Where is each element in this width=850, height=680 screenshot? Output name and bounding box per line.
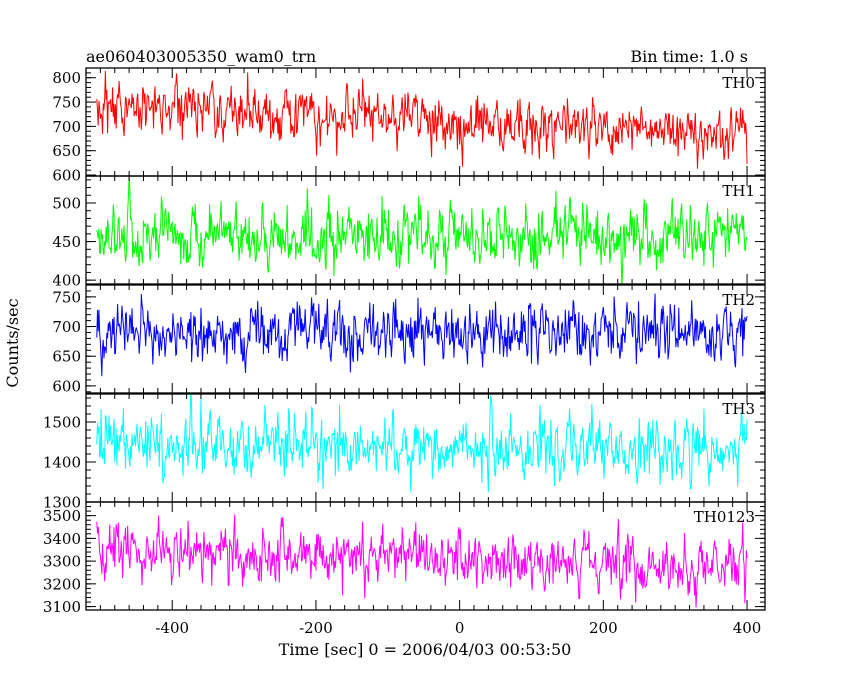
y-tick-label: 700 (52, 118, 81, 136)
y-tick-label: 600 (52, 377, 81, 395)
y-tick-label: 3100 (43, 598, 81, 616)
y-tick-label: 750 (52, 288, 81, 306)
y-tick-label: 700 (52, 318, 81, 336)
x-tick-label: -200 (299, 619, 333, 637)
y-tick-label: 650 (52, 142, 81, 160)
y-tick-label: 800 (52, 69, 81, 87)
y-tick-label: 1400 (43, 454, 81, 472)
x-tick-label: 400 (733, 619, 762, 637)
panel-th2: 600 650 700 750 TH2 (52, 284, 766, 395)
y-tick-label: 600 (52, 167, 81, 185)
panel-label-th3: TH3 (722, 400, 755, 418)
y-tick-label: 400 (52, 272, 81, 290)
panel-stack: 600 650 700 750 800 TH0 400 450 500 TH1 600 650 700 7… (43, 67, 766, 616)
x-tick-label: 200 (589, 619, 618, 637)
panel-label-th1: TH1 (722, 182, 755, 200)
panel-frame (85, 501, 766, 611)
y-tick-label: 1300 (43, 494, 81, 512)
panel-label-th0: TH0 (722, 74, 755, 92)
panel-frame (85, 284, 766, 394)
series-th1-trace (96, 176, 748, 284)
panel-th0123: 3100 3200 3300 3400 3500 TH0123 (43, 501, 766, 616)
y-tick-label: 3200 (43, 575, 81, 593)
panel-frame (85, 175, 766, 285)
bin-time-label: Bin time: 1.0 s (630, 47, 748, 66)
x-tick-label: 0 (455, 619, 465, 637)
panel-label-th2: TH2 (722, 291, 755, 309)
y-tick-label: 500 (52, 195, 81, 213)
panel-th3: 1300 1400 1500 TH3 (43, 393, 766, 512)
y-tick-label: 750 (52, 94, 81, 112)
y-axis-label: Counts/sec (3, 298, 22, 387)
y-tick-label: 450 (52, 233, 81, 251)
chart-title: ae060403005350_wam0_trn (86, 47, 316, 66)
panel-label-th0123: TH0123 (694, 508, 755, 526)
x-tick-label: -400 (155, 619, 189, 637)
series-th0-trace (96, 70, 748, 169)
y-tick-label: 3300 (43, 553, 81, 571)
x-axis: -400 -200 0 200 400 (155, 619, 761, 637)
x-axis-label: Time [sec] 0 = 2006/04/03 00:53:50 (279, 640, 572, 659)
panel-frame (85, 393, 766, 503)
y-tick-label: 3400 (43, 530, 81, 548)
series-th0123-trace (96, 514, 748, 608)
y-tick-label: 1500 (43, 414, 81, 432)
y-tick-label: 650 (52, 348, 81, 366)
panel-frame (85, 67, 766, 177)
panel-th1: 400 450 500 TH1 (52, 175, 766, 290)
series-th2-trace (96, 293, 748, 377)
y-tick-label: 3500 (43, 507, 81, 525)
panel-th0: 600 650 700 750 800 TH0 (52, 67, 766, 185)
series-th3-trace (96, 394, 748, 493)
